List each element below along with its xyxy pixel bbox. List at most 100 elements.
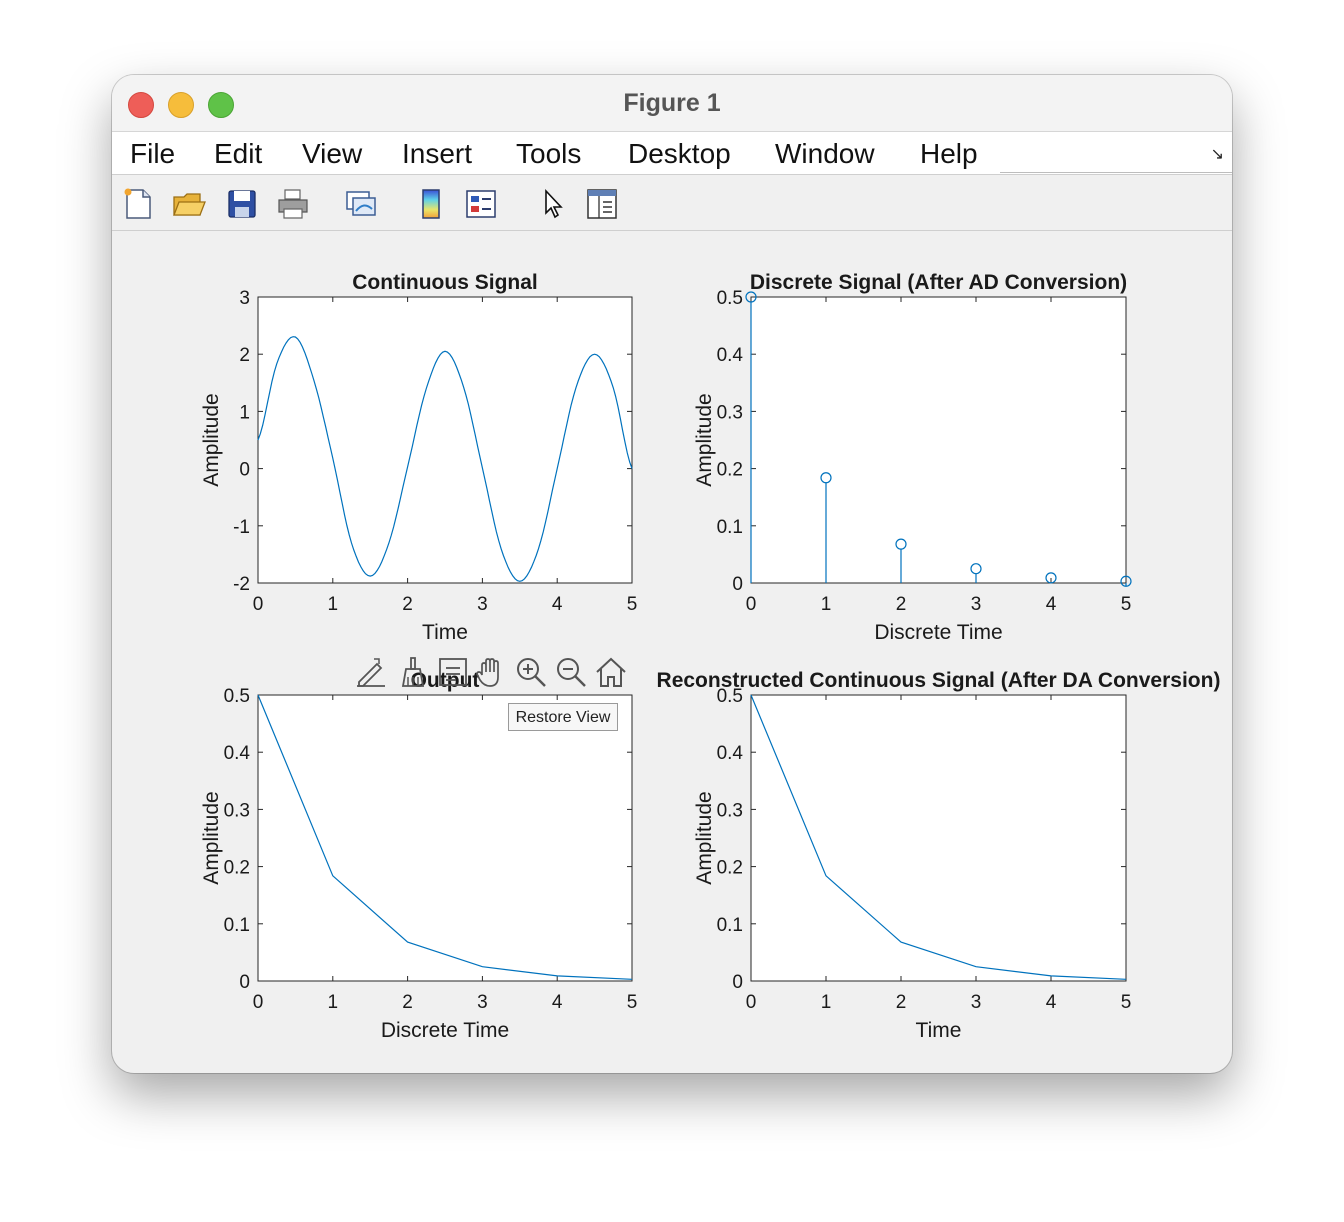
link-plot-icon[interactable]	[344, 187, 378, 221]
menu-view[interactable]: View	[302, 138, 363, 169]
axes-box-2	[750, 296, 1127, 584]
x-tick-label: 5	[1121, 594, 1132, 615]
x-tick-label: 1	[328, 594, 339, 615]
y-tick-label: 0.2	[224, 858, 250, 879]
y-tick-label: 0.5	[717, 288, 743, 309]
x-axis-label: Discrete Time	[381, 1019, 509, 1042]
menu-help[interactable]: Help	[920, 138, 978, 169]
zoom-in-icon[interactable]	[514, 655, 548, 689]
restore-view-button[interactable]: Restore View	[508, 703, 618, 731]
y-tick-label: 0.2	[717, 460, 743, 481]
minimize-button[interactable]	[168, 92, 194, 118]
x-tick-label: 5	[627, 594, 638, 615]
y-tick-label: 3	[239, 288, 250, 309]
open-file-icon[interactable]	[172, 187, 206, 221]
menu-separator	[1000, 172, 1232, 173]
x-tick-label: 5	[627, 992, 638, 1013]
zoom-button[interactable]	[208, 92, 234, 118]
y-tick-label: 0.5	[717, 686, 743, 707]
brush-icon[interactable]	[396, 655, 430, 689]
chart-title: Reconstructed Continuous Signal (After D…	[657, 669, 1221, 692]
menu-edit[interactable]: Edit	[214, 138, 263, 169]
figure-window: Figure 1 File Edit View Insert Tools Des…	[112, 75, 1232, 1073]
new-figure-icon[interactable]	[121, 187, 155, 221]
plot-area: 0 1 2 3 4 5 -2 -1 0 1 2 3 Continuous Signal Time Ampli…	[112, 231, 1232, 1073]
stem-marker	[970, 563, 982, 575]
x-tick-label: 4	[552, 992, 563, 1013]
figure-toolbar	[112, 175, 1232, 231]
y-axis-label: Amplitude	[200, 791, 223, 884]
y-tick-label: 1	[239, 402, 250, 423]
y-axis-label: Amplitude	[693, 791, 716, 884]
x-axis-label: Time	[422, 621, 468, 644]
stem-marker	[1120, 575, 1132, 587]
datatip-list-icon[interactable]	[436, 655, 470, 689]
legend-icon[interactable]	[464, 187, 498, 221]
y-tick-label: 0.3	[224, 800, 250, 821]
save-icon[interactable]	[225, 187, 259, 221]
home-icon[interactable]	[594, 655, 628, 689]
y-tick-label: 2	[239, 345, 250, 366]
stem-marker	[895, 538, 907, 550]
x-tick-label: 1	[821, 594, 832, 615]
y-axis-label: Amplitude	[200, 393, 223, 486]
y-tick-label: 0.1	[224, 915, 250, 936]
y-axis-label: Amplitude	[693, 393, 716, 486]
axes-box-4	[750, 694, 1127, 982]
x-tick-label: 0	[253, 594, 264, 615]
pan-hand-icon[interactable]	[474, 655, 508, 689]
y-tick-label: 0.3	[717, 402, 743, 423]
x-tick-label: 3	[477, 992, 488, 1013]
undock-icon[interactable]: ↘	[1210, 146, 1224, 163]
property-inspector-icon[interactable]	[585, 187, 619, 221]
menu-file[interactable]: File	[130, 138, 176, 169]
y-tick-label: 0.4	[224, 743, 251, 764]
stem-marker	[820, 472, 832, 484]
y-tick-label: 0	[732, 972, 743, 993]
colorbar-icon[interactable]	[414, 187, 448, 221]
series-line	[257, 694, 633, 980]
title-bar: Figure 1	[112, 75, 1232, 132]
y-tick-label: 0.1	[717, 915, 743, 936]
x-tick-label: 0	[253, 992, 264, 1013]
menu-desktop[interactable]: Desktop	[628, 138, 731, 169]
x-tick-label: 2	[896, 594, 907, 615]
x-tick-label: 3	[971, 992, 982, 1013]
x-tick-label: 1	[328, 992, 339, 1013]
x-tick-label: 4	[552, 594, 563, 615]
y-tick-label: -1	[233, 517, 250, 538]
chart-title: Continuous Signal	[352, 271, 537, 294]
x-tick-label: 2	[402, 992, 413, 1013]
pointer-icon[interactable]	[536, 187, 570, 221]
x-tick-label: 4	[1046, 992, 1057, 1013]
menu-window[interactable]: Window	[775, 138, 875, 169]
window-title: Figure 1	[623, 89, 721, 117]
menu-bar: File Edit View Insert Tools Desktop Wind…	[112, 132, 1232, 175]
y-tick-label: 0.1	[717, 517, 743, 538]
x-tick-label: 5	[1121, 992, 1132, 1013]
x-tick-label: 0	[746, 992, 757, 1013]
y-tick-label: 0	[239, 460, 250, 481]
x-tick-label: 4	[1046, 594, 1057, 615]
figure-canvas: 0 1 2 3 4 5 -2 -1 0 1 2 3 Continuous Signal Time Ampli…	[200, 271, 1221, 1042]
x-tick-label: 3	[971, 594, 982, 615]
menu-tools[interactable]: Tools	[516, 138, 582, 169]
y-tick-label: 0.4	[717, 743, 744, 764]
axes-box-1	[257, 296, 633, 584]
x-tick-label: 3	[477, 594, 488, 615]
y-tick-label: -2	[233, 574, 250, 595]
zoom-out-icon[interactable]	[554, 655, 588, 689]
series-line	[750, 694, 1127, 980]
x-tick-label: 1	[821, 992, 832, 1013]
x-tick-label: 2	[896, 992, 907, 1013]
chart-title: Output	[411, 669, 480, 692]
x-axis-label: Discrete Time	[874, 621, 1002, 644]
close-button[interactable]	[128, 92, 154, 118]
chart-title: Discrete Signal (After AD Conversion)	[750, 271, 1127, 294]
data-tips-icon[interactable]	[354, 655, 388, 689]
stem-marker	[745, 291, 757, 303]
print-icon[interactable]	[276, 187, 310, 221]
y-tick-label: 0.4	[717, 345, 744, 366]
x-tick-label: 0	[746, 594, 757, 615]
menu-insert[interactable]: Insert	[402, 138, 473, 169]
